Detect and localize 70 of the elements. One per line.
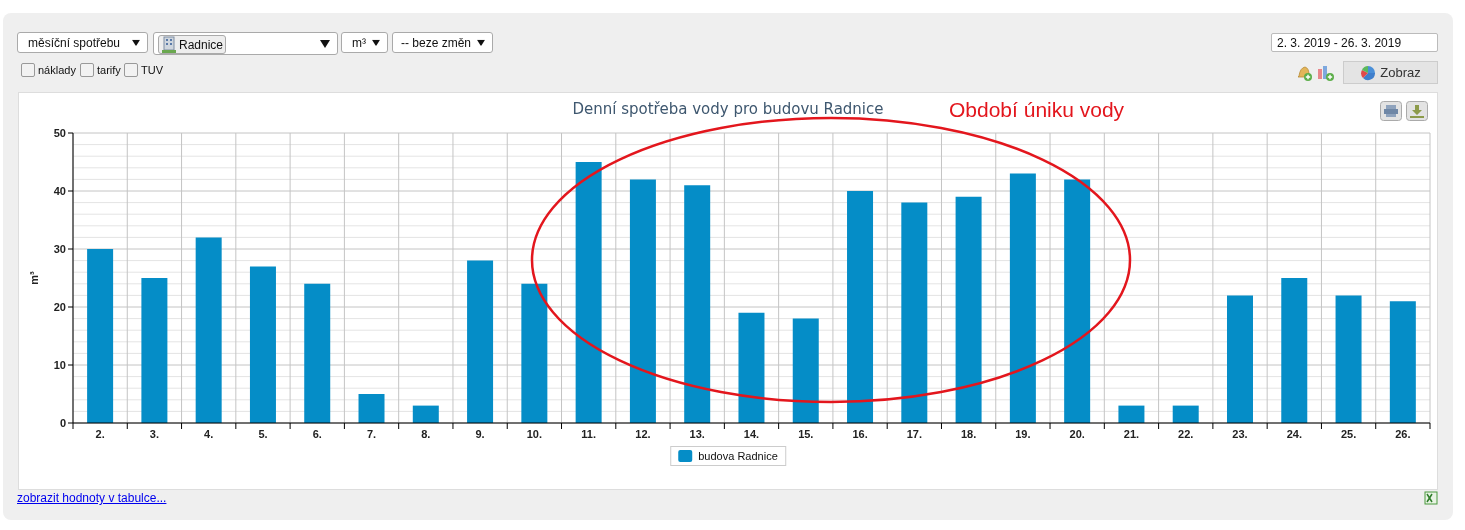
bar	[1335, 295, 1362, 423]
x-tick-label: 19.	[1015, 428, 1031, 440]
x-tick-label: 16.	[852, 428, 868, 440]
y-tick-label: 20	[53, 300, 66, 313]
bar	[195, 237, 222, 423]
x-tick-label: 13.	[689, 428, 705, 440]
x-tick-label: 9.	[475, 428, 485, 440]
x-tick-label: 20.	[1069, 428, 1085, 440]
bar	[1009, 173, 1036, 423]
bar	[847, 191, 874, 423]
bar	[684, 185, 711, 423]
x-tick-label: 11.	[581, 428, 596, 440]
bar	[1389, 301, 1416, 423]
select-box: Radnice	[153, 32, 338, 55]
bar	[1064, 179, 1091, 423]
bar	[1118, 405, 1145, 423]
x-tick-label: 3.	[149, 428, 160, 440]
x-tick-label: 8.	[421, 428, 431, 440]
select-box: -- beze změn	[392, 32, 493, 53]
bar	[955, 196, 982, 423]
text: náklady	[38, 64, 76, 76]
x-tick-label: 15.	[798, 428, 814, 440]
y-tick-label: 40	[53, 184, 66, 197]
legend-label: budova Radnice	[698, 450, 778, 462]
y-tick-label: 0	[59, 416, 66, 429]
x-tick-label: 26.	[1395, 428, 1411, 440]
y-tick-label: 50	[53, 126, 66, 139]
bar	[1281, 278, 1308, 423]
x-tick-label: 18.	[960, 428, 977, 440]
x-tick-label: 6.	[312, 428, 322, 440]
select-box: m³	[341, 32, 388, 53]
text: TUV	[141, 64, 163, 76]
bar	[1226, 295, 1253, 423]
x-tick-label: 12.	[635, 428, 651, 440]
bar	[629, 179, 656, 423]
bar	[738, 312, 765, 423]
x-tick-label: 10.	[526, 428, 543, 440]
bar	[87, 249, 114, 423]
x-tick-label: 17.	[906, 428, 922, 440]
x-tick-label: 4.	[204, 428, 214, 440]
bar	[1172, 405, 1199, 423]
bar	[901, 202, 928, 423]
date-field: 2. 3. 2019 - 26. 3. 2019	[1271, 33, 1438, 52]
text: Období úniku vody	[949, 98, 1125, 122]
x-tick-label: 23.	[1232, 428, 1248, 440]
x-tick-label: 5.	[258, 428, 268, 440]
bar	[304, 283, 331, 423]
bar	[467, 260, 494, 423]
x-tick-label: 2.	[95, 428, 105, 440]
bar	[141, 278, 168, 423]
select-box: měsíční spotřebu	[17, 32, 148, 53]
x-tick-label: 7.	[366, 428, 377, 440]
y-tick-label: 30	[53, 242, 66, 255]
bar	[792, 318, 819, 423]
text: tarify	[97, 64, 121, 76]
bar	[575, 162, 602, 423]
bar	[249, 266, 276, 423]
x-tick-label: 21.	[1123, 428, 1140, 440]
y-axis-title: m³	[27, 270, 40, 285]
button: Zobraz	[1343, 61, 1438, 84]
x-tick-label: 14.	[743, 428, 760, 440]
x-tick-label: 25.	[1340, 428, 1357, 440]
chart-title: Denní spotřeba vody pro budovu Radnice	[572, 100, 884, 118]
bar	[412, 405, 439, 423]
bar	[358, 394, 385, 423]
text: zobrazit hodnoty v tabulce...	[17, 491, 167, 505]
bar	[521, 283, 548, 423]
y-tick-label: 10	[53, 358, 66, 371]
x-tick-label: 24.	[1286, 428, 1302, 440]
x-tick-label: 22.	[1178, 428, 1194, 440]
